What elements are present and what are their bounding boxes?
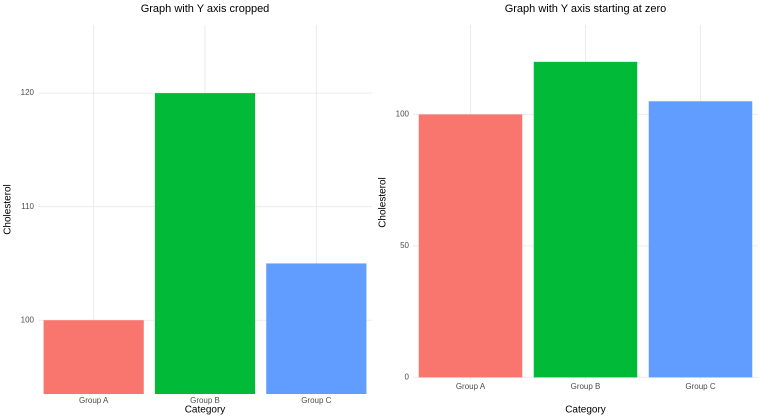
x-axis-label: Category: [185, 405, 226, 416]
y-tick-label: 0: [405, 372, 410, 381]
y-tick-label: 120: [21, 88, 35, 97]
x-axis-label: Category: [565, 405, 606, 416]
bar: [154, 93, 256, 394]
bar: [648, 101, 753, 378]
x-tick-label: Group C: [301, 396, 331, 405]
x-tick-label: Group C: [685, 382, 715, 391]
bar: [266, 263, 367, 394]
y-tick-label: 50: [400, 241, 409, 250]
bar: [43, 320, 144, 394]
x-tick-label: Group B: [571, 382, 601, 391]
x-tick-label: Group A: [79, 396, 109, 405]
x-tick-label: Group A: [456, 382, 486, 391]
y-tick-label: 100: [21, 315, 35, 324]
chart-title: Graph with Y axis starting at zero: [505, 3, 667, 15]
y-axis-label: Cholesterol: [378, 177, 389, 228]
bar: [418, 114, 523, 378]
y-tick-label: 100: [396, 110, 410, 119]
x-tick-label: Group B: [190, 396, 220, 405]
chart-title: Graph with Y axis cropped: [141, 3, 270, 15]
bar: [533, 61, 638, 378]
y-tick-label: 110: [21, 202, 34, 211]
y-axis-label: Cholesterol: [3, 184, 14, 235]
